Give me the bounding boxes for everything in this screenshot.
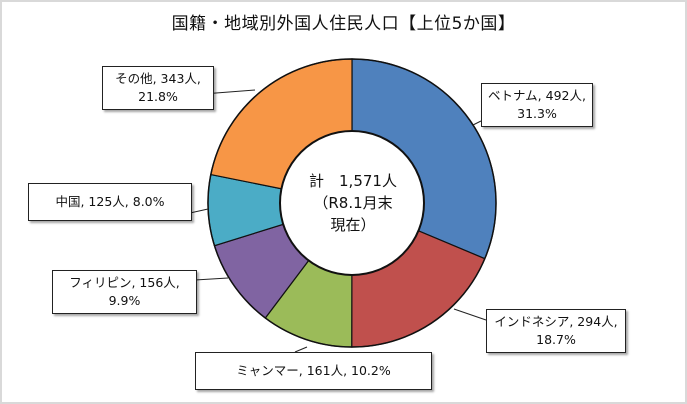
chart-title: 国籍・地域別外国人住民人口【上位5か国】 (171, 14, 516, 34)
callout-other-percent: 21.8% (138, 89, 178, 104)
donut-hole (279, 130, 425, 276)
center-date-line1: （R8.1月末 (313, 194, 393, 212)
callout-china: 中国, 125人, 8.0% (28, 183, 192, 221)
callout-vietnam-percent: 31.3% (517, 106, 557, 121)
center-total-label: 計 1,571人 （R8.1月末 現在） (290, 170, 416, 236)
callout-other: その他, 343人, 21.8% (102, 66, 214, 110)
callout-vietnam: ベトナム, 492人, 31.3% (481, 83, 593, 127)
callout-myanmar-text: ミャンマー, 161人, 10.2% (236, 363, 391, 378)
callout-philippines-count: フィリピン, 156人, (69, 275, 180, 290)
callout-china-text: 中国, 125人, 8.0% (55, 194, 165, 209)
center-total: 計 1,571人 (309, 172, 397, 190)
donut-outline (207, 58, 497, 348)
callout-philippines: フィリピン, 156人, 9.9% (52, 270, 197, 314)
callout-indonesia-count: インドネシア, 294人, (494, 314, 618, 329)
callout-indonesia-percent: 18.7% (536, 332, 576, 347)
callout-myanmar: ミャンマー, 161人, 10.2% (195, 352, 432, 390)
callout-other-count: その他, 343人, (115, 71, 201, 86)
callout-vietnam-count: ベトナム, 492人, (488, 88, 586, 103)
callout-indonesia: インドネシア, 294人, 18.7% (486, 309, 626, 353)
callout-philippines-percent: 9.9% (108, 293, 141, 308)
center-date-line2: 現在） (330, 216, 376, 234)
